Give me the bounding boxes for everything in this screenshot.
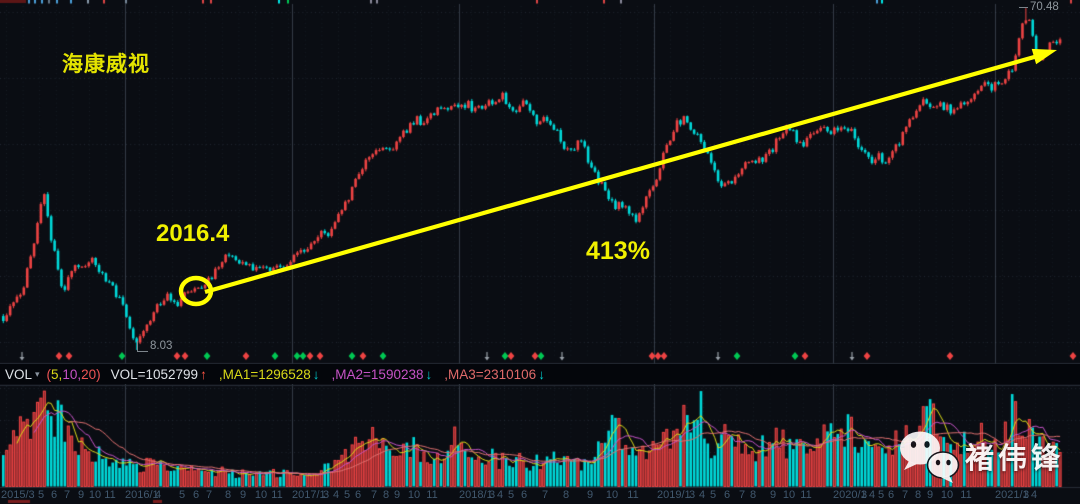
down-arrow-icon: ↓ <box>425 366 433 382</box>
x-axis-tick: 9 <box>769 489 777 501</box>
x-axis-tick: 5 <box>343 489 351 501</box>
x-axis-tick: 2017/1 <box>292 489 326 501</box>
x-axis-tick: 3 <box>1022 489 1030 501</box>
down-arrow-icon: ↓ <box>538 366 545 382</box>
x-axis-tick: 7 <box>901 489 909 501</box>
x-axis-tick: 10 <box>88 489 102 501</box>
x-axis-tick: 7 <box>738 489 746 501</box>
x-axis-tick: 3 <box>322 489 330 501</box>
x-axis-tick: 10 <box>407 489 421 501</box>
annotation-start-date: 2016.4 <box>156 220 230 247</box>
x-axis-tick: 8 <box>382 489 390 501</box>
x-axis-tick: 11 <box>800 489 812 501</box>
x-axis-tick: 6 <box>354 489 362 501</box>
stock-title: 海康威视 <box>62 53 150 76</box>
x-axis-tick: 9 <box>393 489 401 501</box>
x-axis-tick: 6 <box>520 489 528 501</box>
x-axis-tick: 6 <box>887 489 895 501</box>
x-axis-tick: 9 <box>239 489 247 501</box>
x-axis-tick: 7 <box>205 489 213 501</box>
param-1: 5, <box>51 366 63 382</box>
x-axis-tick: 9 <box>586 489 594 501</box>
x-axis-tick: 5 <box>877 489 885 501</box>
param-2: 10, <box>62 366 82 382</box>
low-price-value: 8.03 <box>150 340 173 352</box>
x-axis-tick: 8 <box>562 489 570 501</box>
x-axis-tick: 11 <box>426 489 438 501</box>
x-axis-tick: 8 <box>224 489 232 501</box>
watermark-text: 褚伟锋 <box>965 443 1065 475</box>
x-axis-tick: 4 <box>868 489 876 501</box>
x-axis-tick: 3 <box>488 489 496 501</box>
x-axis-tick: 8 <box>749 489 757 501</box>
x-axis-tick: 6 <box>50 489 58 501</box>
x-axis-tick: 9 <box>77 489 85 501</box>
x-axis-tick: 4 <box>496 489 504 501</box>
x-axis-tick: 11 <box>104 489 116 501</box>
x-axis-tick: 5 <box>709 489 717 501</box>
high-price-value: 70.48 <box>1030 1 1059 13</box>
low-price-connector <box>137 341 148 352</box>
x-axis-tick: 2019/1 <box>657 489 691 501</box>
date-axis: 2015/3 5 6 7 9 10 11 2016/1 4 5 6 7 8 9 10 11 2017/1 3 4 5 6… <box>0 489 1080 504</box>
ma3-reading: ,MA3=2310106 <box>444 366 537 382</box>
x-axis-tick: 3 <box>688 489 696 501</box>
indicator-name[interactable]: VOL <box>5 366 33 382</box>
x-axis-tick: 11 <box>960 489 972 501</box>
watermark: 褚伟锋 <box>897 429 1064 483</box>
x-axis-tick: 10 <box>782 489 796 501</box>
x-axis-tick: 10 <box>254 489 268 501</box>
x-axis-tick: 8 <box>914 489 922 501</box>
x-axis-tick: 5 <box>507 489 515 501</box>
x-axis-tick: 2015/3 <box>1 489 35 501</box>
x-axis-tick: 10 <box>940 489 954 501</box>
x-axis-tick: 9 <box>926 489 934 501</box>
x-axis-tick: 3 <box>860 489 868 501</box>
x-axis-tick: 10 <box>605 489 619 501</box>
chevron-down-icon[interactable]: ▾ <box>35 368 40 379</box>
x-axis-tick: 5 <box>178 489 186 501</box>
x-axis-tick: 4 <box>154 489 162 501</box>
ma1-reading: ,MA1=1296528 <box>218 366 311 382</box>
vol-reading: VOL=1052799 <box>110 366 199 382</box>
high-price-connector <box>1019 6 1028 8</box>
low-price-label: 8.03 <box>137 340 172 352</box>
up-arrow-icon: ↑ <box>200 366 207 382</box>
x-axis-tick: 2020/1 <box>833 489 867 501</box>
x-axis-tick: 7 <box>541 489 549 501</box>
x-axis-tick: 4 <box>332 489 340 501</box>
x-axis-tick: 6 <box>723 489 731 501</box>
high-price-label: 70.48 <box>1019 1 1059 13</box>
wechat-icon <box>900 431 960 483</box>
param-3: 20) <box>81 366 101 382</box>
param-paren: ( <box>46 366 52 382</box>
x-axis-tick: 2021/1 <box>995 489 1029 501</box>
x-axis-tick: 2016/1 <box>125 489 159 501</box>
down-arrow-icon: ↓ <box>312 366 320 382</box>
indicator-bar: VOL ▾ ( 5, 10, 20) VOL=1052799 ↑ ,MA1=12… <box>0 364 1080 384</box>
x-axis-tick: 11 <box>627 489 639 501</box>
x-axis-tick: 2018/1 <box>459 489 493 501</box>
x-axis-tick: 4 <box>1030 489 1038 501</box>
x-axis-tick: 7 <box>370 489 378 501</box>
x-axis-tick: 7 <box>63 489 71 501</box>
annotation-gain-percent: 413% <box>586 237 650 265</box>
x-axis-tick: 4 <box>698 489 706 501</box>
x-axis-tick: 11 <box>271 489 283 501</box>
x-axis-tick: 5 <box>37 489 45 501</box>
ma2-reading: ,MA2=1590238 <box>331 366 424 382</box>
x-axis-tick: 6 <box>192 489 200 501</box>
